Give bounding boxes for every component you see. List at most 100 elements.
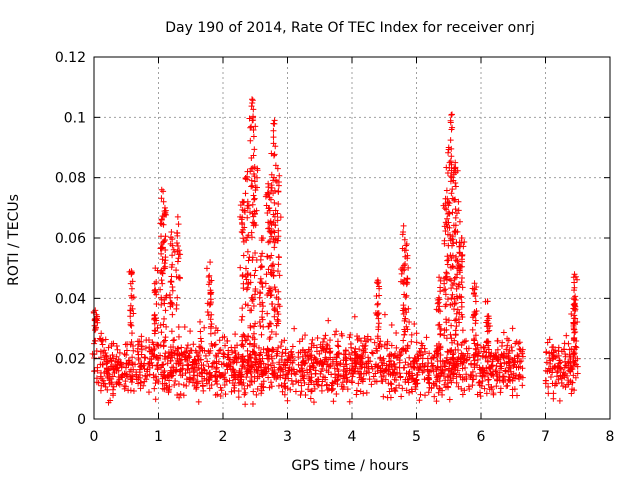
data-point xyxy=(250,127,257,134)
data-point xyxy=(250,220,257,227)
data-point xyxy=(360,390,367,397)
data-point xyxy=(554,368,561,375)
data-point xyxy=(230,368,237,375)
data-point xyxy=(431,381,438,388)
data-point xyxy=(176,247,183,254)
data-point xyxy=(243,237,250,244)
data-point xyxy=(463,337,470,344)
data-point xyxy=(246,209,253,216)
data-point xyxy=(463,371,470,378)
data-point xyxy=(472,332,479,339)
data-point xyxy=(275,296,282,303)
data-point xyxy=(175,274,182,281)
chart-title: Day 190 of 2014, Rate Of TEC Index for r… xyxy=(165,20,534,36)
data-point xyxy=(197,335,204,342)
data-point xyxy=(267,334,274,341)
data-point xyxy=(193,349,200,356)
data-point xyxy=(374,301,381,308)
data-point xyxy=(279,388,286,395)
data-point xyxy=(384,345,391,352)
data-point xyxy=(380,372,387,379)
data-point xyxy=(275,311,282,318)
data-point xyxy=(248,183,255,190)
data-point xyxy=(109,373,116,380)
data-point xyxy=(187,374,194,381)
data-point xyxy=(200,387,207,394)
data-point xyxy=(301,379,308,386)
data-point xyxy=(562,384,569,391)
data-point xyxy=(270,174,277,181)
data-point xyxy=(421,345,428,352)
data-point xyxy=(422,392,429,399)
data-point xyxy=(184,342,191,349)
data-point xyxy=(381,360,388,367)
data-point xyxy=(251,323,258,330)
data-point xyxy=(257,323,264,330)
data-point xyxy=(175,345,182,352)
data-point xyxy=(279,349,286,356)
data-point xyxy=(206,272,213,279)
data-point xyxy=(397,373,404,380)
data-point xyxy=(334,342,341,349)
data-point xyxy=(393,377,400,384)
data-point xyxy=(437,288,444,295)
data-point xyxy=(395,353,402,360)
data-point xyxy=(249,348,256,355)
data-point xyxy=(152,328,159,335)
data-point xyxy=(570,337,577,344)
data-point xyxy=(453,379,460,386)
data-point xyxy=(149,339,156,346)
data-point xyxy=(274,268,281,275)
data-point xyxy=(400,262,407,269)
data-point xyxy=(209,360,216,367)
data-point xyxy=(452,206,459,213)
data-point xyxy=(236,379,243,386)
data-point xyxy=(409,363,416,370)
data-point xyxy=(491,353,498,360)
data-point xyxy=(298,388,305,395)
data-point xyxy=(177,390,184,397)
data-point xyxy=(322,332,329,339)
data-point xyxy=(135,355,142,362)
data-point xyxy=(396,349,403,356)
data-point xyxy=(380,368,387,375)
data-point xyxy=(307,395,314,402)
data-point xyxy=(571,346,578,353)
data-point xyxy=(146,371,153,378)
data-point xyxy=(546,336,553,343)
data-point xyxy=(271,239,278,246)
data-point xyxy=(326,349,333,356)
data-point xyxy=(447,137,454,144)
data-point xyxy=(485,381,492,388)
data-point xyxy=(367,336,374,343)
data-point xyxy=(388,342,395,349)
data-point xyxy=(282,375,289,382)
data-point xyxy=(116,349,123,356)
data-point xyxy=(259,308,266,315)
data-point xyxy=(125,387,132,394)
data-point xyxy=(470,312,477,319)
data-point xyxy=(207,300,214,307)
data-point xyxy=(161,372,168,379)
data-point xyxy=(270,272,277,279)
data-point xyxy=(325,317,332,324)
data-point xyxy=(403,247,410,254)
data-point xyxy=(274,373,281,380)
data-point xyxy=(451,275,458,282)
data-point xyxy=(151,352,158,359)
data-point xyxy=(402,328,409,335)
data-point xyxy=(143,337,150,344)
data-point xyxy=(443,357,450,364)
data-point xyxy=(231,382,238,389)
data-point xyxy=(158,195,165,202)
y-tick-label: 0.1 xyxy=(64,110,86,126)
data-point xyxy=(300,375,307,382)
data-point xyxy=(128,292,135,299)
data-point xyxy=(469,382,476,389)
data-point xyxy=(305,386,312,393)
data-point xyxy=(452,183,459,190)
data-point xyxy=(272,222,279,229)
data-point xyxy=(271,284,278,291)
data-point xyxy=(190,341,197,348)
data-point xyxy=(127,319,134,326)
